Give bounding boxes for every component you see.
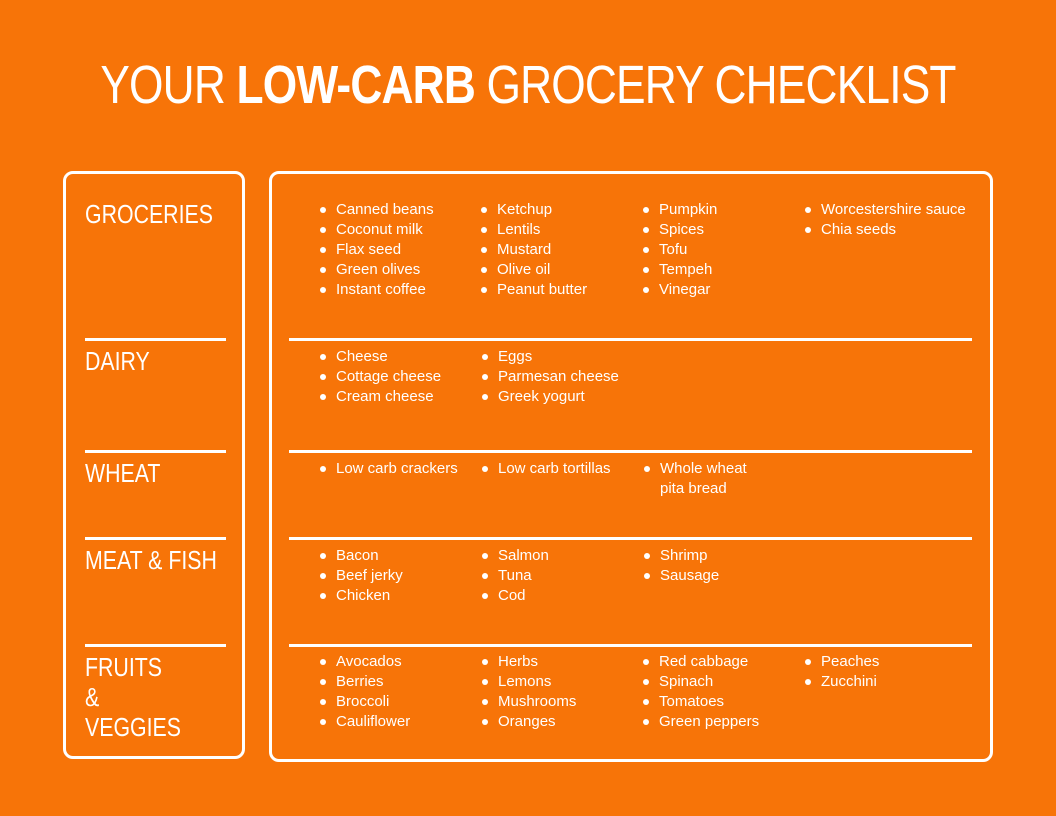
list-item: Chicken <box>320 586 403 606</box>
list-item: Green peppers <box>643 712 759 732</box>
dairy-column-1: Cheese Cottage cheese Cream cheese <box>320 347 441 407</box>
dairy-column-2: Eggs Parmesan cheese Greek yogurt <box>482 347 619 407</box>
list-item: Herbs <box>482 652 576 672</box>
list-item: Shrimp <box>644 546 719 566</box>
list-item: Spinach <box>643 672 759 692</box>
groceries-column-3: Pumpkin Spices Tofu Tempeh Vinegar <box>643 200 717 300</box>
list-item: Cream cheese <box>320 387 441 407</box>
meat-fish-column-1: Bacon Beef jerky Chicken <box>320 546 403 606</box>
list-item: Tomatoes <box>643 692 759 712</box>
list-item: Instant coffee <box>320 280 434 300</box>
list-item: Zucchini <box>805 672 879 692</box>
list-item: Green olives <box>320 260 434 280</box>
wheat-column-3: Whole wheat pita bread <box>644 459 750 499</box>
fruits-veggies-column-4: Peaches Zucchini <box>805 652 879 692</box>
list-item: Peaches <box>805 652 879 672</box>
list-item: Cottage cheese <box>320 367 441 387</box>
list-item: Salmon <box>482 546 549 566</box>
list-item: Tofu <box>643 240 717 260</box>
list-item: Ketchup <box>481 200 587 220</box>
list-item: Oranges <box>482 712 576 732</box>
list-item: Broccoli <box>320 692 410 712</box>
left-divider <box>85 644 226 647</box>
meat-fish-column-2: Salmon Tuna Cod <box>482 546 549 606</box>
list-item: Worcestershire sauce <box>805 200 966 220</box>
list-item: Olive oil <box>481 260 587 280</box>
list-item: Beef jerky <box>320 566 403 586</box>
list-item: Tempeh <box>643 260 717 280</box>
right-divider <box>289 537 972 540</box>
left-divider <box>85 450 226 453</box>
list-item: Pumpkin <box>643 200 717 220</box>
category-label-panel <box>63 171 245 759</box>
right-divider <box>289 450 972 453</box>
list-item: Greek yogurt <box>482 387 619 407</box>
list-item: Coconut milk <box>320 220 434 240</box>
groceries-column-1: Canned beans Coconut milk Flax seed Gree… <box>320 200 434 300</box>
list-item: Berries <box>320 672 410 692</box>
wheat-column-2: Low carb tortillas <box>482 459 611 479</box>
title-part-low-carb: LOW-CARB <box>236 55 475 115</box>
title-part-grocery-checklist: GROCERY CHECKLIST <box>474 55 956 115</box>
category-label-dairy: DAIRY <box>85 346 150 376</box>
left-divider <box>85 537 226 540</box>
list-item: Peanut butter <box>481 280 587 300</box>
list-item: Flax seed <box>320 240 434 260</box>
list-item: Mustard <box>481 240 587 260</box>
left-divider <box>85 338 226 341</box>
list-item: Chia seeds <box>805 220 966 240</box>
fruits-veggies-column-2: Herbs Lemons Mushrooms Oranges <box>482 652 576 732</box>
list-item: Mushrooms <box>482 692 576 712</box>
fruits-veggies-column-1: Avocados Berries Broccoli Cauliflower <box>320 652 410 732</box>
list-item: Red cabbage <box>643 652 759 672</box>
right-divider <box>289 644 972 647</box>
list-item: Tuna <box>482 566 549 586</box>
groceries-column-2: Ketchup Lentils Mustard Olive oil Peanut… <box>481 200 587 300</box>
groceries-column-4: Worcestershire sauce Chia seeds <box>805 200 966 240</box>
list-item: Canned beans <box>320 200 434 220</box>
list-item: Low carb crackers <box>320 459 458 479</box>
list-item: Cheese <box>320 347 441 367</box>
list-item: Eggs <box>482 347 619 367</box>
list-item: Avocados <box>320 652 410 672</box>
list-item: Bacon <box>320 546 403 566</box>
fruits-veggies-column-3: Red cabbage Spinach Tomatoes Green peppe… <box>643 652 759 732</box>
category-label-fruits-veggies: FRUITS & VEGGIES <box>85 652 181 742</box>
list-item: Low carb tortillas <box>482 459 611 479</box>
category-label-meat-fish: MEAT & FISH <box>85 545 217 575</box>
items-panel <box>269 171 993 762</box>
meat-fish-column-3: Shrimp Sausage <box>644 546 719 586</box>
list-item: Parmesan cheese <box>482 367 619 387</box>
category-label-wheat: WHEAT <box>85 458 161 488</box>
list-item: Vinegar <box>643 280 717 300</box>
wheat-column-1: Low carb crackers <box>320 459 458 479</box>
list-item: Cod <box>482 586 549 606</box>
list-item: Cauliflower <box>320 712 410 732</box>
list-item: Sausage <box>644 566 719 586</box>
list-item: Lentils <box>481 220 587 240</box>
list-item: Spices <box>643 220 717 240</box>
right-divider <box>289 338 972 341</box>
list-item: Lemons <box>482 672 576 692</box>
list-item: Whole wheat pita bread <box>644 459 750 499</box>
category-label-groceries: GROCERIES <box>85 199 213 229</box>
page-title: YOUR LOW-CARB GROCERY CHECKLIST <box>95 55 961 115</box>
title-part-your: YOUR <box>100 55 237 115</box>
